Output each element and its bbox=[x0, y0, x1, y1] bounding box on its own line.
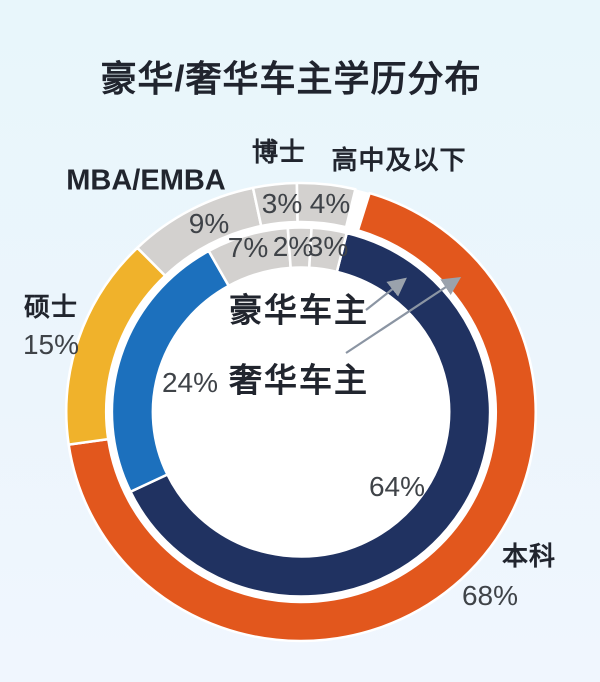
donut-center-hole bbox=[151, 266, 451, 558]
value-label-inner-master: 24% bbox=[161, 367, 219, 398]
arrow-to-outer-ring bbox=[345, 276, 462, 354]
value-label-outer-phd: 3% bbox=[261, 188, 303, 219]
category-label-bachelor: 本科 bbox=[501, 541, 557, 571]
value-label-inner-highschool-or-below: 3% bbox=[307, 231, 349, 262]
value-label-inner-phd: 2% bbox=[272, 231, 314, 262]
value-label-inner-bachelor: 64% bbox=[368, 471, 426, 502]
category-label-highschool-or-below: 高中及以下 bbox=[331, 145, 467, 175]
value-label-outer-master: 15% bbox=[22, 329, 80, 360]
donut-segment-inner-highschool-or-below bbox=[307, 226, 349, 274]
value-label-inner-mba-emba: 7% bbox=[227, 232, 269, 263]
value-label-outer-mba-emba: 9% bbox=[188, 208, 230, 239]
arrow-to-inner-ring bbox=[365, 277, 407, 311]
category-label-phd: 博士 bbox=[251, 137, 307, 167]
value-label-outer-highschool-or-below: 4% bbox=[309, 188, 351, 219]
donut-segment-outer-bachelor bbox=[67, 191, 537, 643]
ring-separator bbox=[105, 221, 497, 603]
value-label-outer-bachelor: 68% bbox=[461, 580, 519, 611]
chart-title: 豪华/奢华车主学历分布 bbox=[100, 58, 482, 99]
category-label-mba-emba: MBA/EMBA bbox=[66, 164, 226, 197]
category-label-master: 硕士 bbox=[23, 292, 79, 322]
donut-segment-inner-bachelor bbox=[129, 231, 492, 598]
series-name-inner-ring-name: 豪华车主 bbox=[229, 291, 369, 329]
donut-gap-outer bbox=[346, 189, 370, 231]
series-name-outer-ring-name: 奢华车主 bbox=[229, 361, 369, 399]
